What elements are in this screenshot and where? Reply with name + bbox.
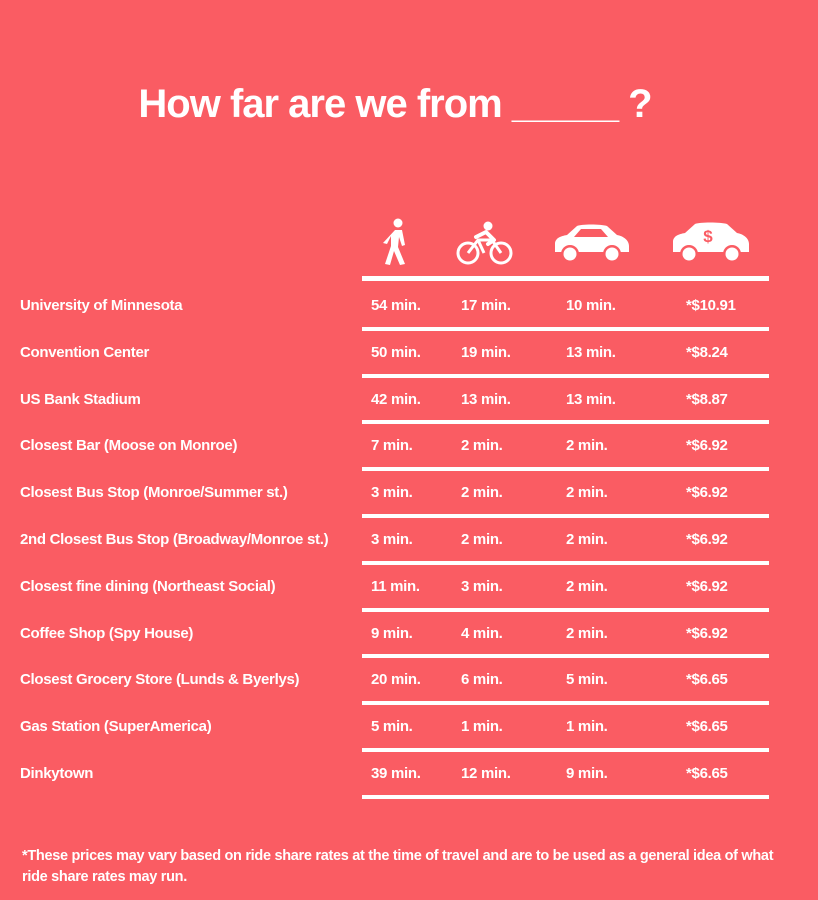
biking-time: 6 min. bbox=[461, 671, 503, 689]
row-divider bbox=[362, 373, 769, 378]
walking-time: 3 min. bbox=[371, 530, 413, 548]
destination-name: Closest Bar (Moose on Monroe) bbox=[20, 437, 238, 455]
destination-name: Closest Grocery Store (Lunds & Byerlys) bbox=[20, 671, 300, 689]
bicycle-icon bbox=[456, 220, 514, 266]
rideshare-price: *$10.91 bbox=[686, 297, 736, 314]
table-row: Closest Bus Stop (Monroe/Summer st.) 3 mi… bbox=[0, 471, 818, 518]
table-row: Convention Center 50 min. 19 min. 13 min. *$… bbox=[0, 331, 818, 378]
destination-name: US Bank Stadium bbox=[20, 390, 141, 408]
footnote: *These prices may vary based on ride sha… bbox=[22, 848, 774, 885]
row-divider bbox=[362, 654, 769, 659]
driving-time: 2 min. bbox=[566, 624, 608, 642]
walking-person-icon bbox=[378, 218, 414, 266]
destination-name: Dinkytown bbox=[20, 764, 94, 782]
table-row: US Bank Stadium 42 min. 13 min. 13 min. *$8.… bbox=[0, 378, 818, 425]
rideshare-price: *$6.65 bbox=[686, 718, 728, 736]
driving-time: 2 min. bbox=[566, 577, 608, 595]
car-icon bbox=[551, 224, 631, 264]
biking-time: 19 min. bbox=[461, 343, 511, 361]
rideshare-car-dollar-icon: $ bbox=[669, 222, 751, 264]
biking-time: 2 min. bbox=[461, 484, 503, 502]
row-divider bbox=[362, 513, 769, 518]
destination-name: Coffee Shop (Spy House) bbox=[20, 624, 194, 642]
destination-name: University of Minnesota bbox=[20, 297, 183, 314]
rideshare-price: *$8.24 bbox=[686, 343, 728, 361]
walking-time: 3 min. bbox=[371, 484, 413, 502]
biking-time: 4 min. bbox=[461, 624, 503, 642]
destination-name: Gas Station (SuperAmerica) bbox=[20, 718, 212, 736]
driving-time: 1 min. bbox=[566, 718, 608, 736]
walking-time: 50 min. bbox=[371, 343, 421, 361]
destination-name: Closest fine dining (Northeast Social) bbox=[20, 577, 276, 595]
rideshare-price: *$6.65 bbox=[686, 671, 728, 689]
driving-time: 13 min. bbox=[566, 343, 616, 361]
walking-time: 39 min. bbox=[371, 764, 421, 782]
driving-time: 2 min. bbox=[566, 530, 608, 548]
biking-time: 12 min. bbox=[461, 764, 511, 782]
row-divider bbox=[362, 607, 769, 612]
table-header-divider bbox=[362, 276, 769, 281]
walking-time: 9 min. bbox=[371, 624, 413, 642]
biking-time: 2 min. bbox=[461, 437, 503, 455]
table-row: University of Minnesota 54 min. 17 min. 10 … bbox=[0, 284, 818, 331]
biking-time: 1 min. bbox=[461, 718, 503, 736]
driving-time: 5 min. bbox=[566, 671, 608, 689]
rideshare-price: *$8.87 bbox=[686, 390, 728, 408]
table-row: Coffee Shop (Spy House) 9 min. 4 min. 2 min… bbox=[0, 612, 818, 659]
walking-time: 54 min. bbox=[371, 297, 421, 314]
table-row: Closest fine dining (Northeast Social) 11… bbox=[0, 565, 818, 612]
walking-time: 11 min. bbox=[371, 577, 420, 595]
walking-time: 20 min. bbox=[371, 671, 421, 689]
driving-time: 2 min. bbox=[566, 437, 608, 455]
driving-time: 9 min. bbox=[566, 764, 608, 782]
row-divider bbox=[362, 747, 769, 752]
row-divider bbox=[362, 560, 769, 565]
rideshare-price: *$6.92 bbox=[686, 624, 728, 642]
table-row: Closest Grocery Store (Lunds & Byerlys) 2… bbox=[0, 658, 818, 706]
destination-name: Convention Center bbox=[20, 343, 150, 361]
table-row: Closest Bar (Moose on Monroe) 7 min. 2 min… bbox=[0, 424, 818, 472]
rideshare-price: *$6.65 bbox=[686, 764, 728, 782]
row-divider bbox=[362, 794, 769, 799]
walking-time: 5 min. bbox=[371, 718, 413, 736]
driving-time: 13 min. bbox=[566, 390, 616, 408]
dollar-sign: $ bbox=[703, 227, 713, 246]
driving-time: 10 min. bbox=[566, 297, 616, 314]
rideshare-price: *$6.92 bbox=[686, 484, 728, 502]
travel-times-table: University of Minnesota 54 min. 17 min. 10 … bbox=[0, 284, 818, 799]
driving-time: 2 min. bbox=[566, 484, 608, 502]
row-divider bbox=[362, 326, 769, 331]
biking-time: 3 min. bbox=[461, 577, 503, 595]
row-divider bbox=[362, 701, 769, 706]
biking-time: 17 min. bbox=[461, 297, 511, 314]
destination-name: Closest Bus Stop (Monroe/Summer st.) bbox=[20, 484, 288, 502]
walking-time: 42 min. bbox=[371, 390, 421, 408]
walking-time: 7 min. bbox=[371, 437, 413, 455]
rideshare-price: *$6.92 bbox=[686, 437, 728, 455]
row-divider bbox=[362, 467, 769, 472]
rideshare-price: *$6.92 bbox=[686, 577, 728, 595]
table-row: 2nd Closest Bus Stop (Broadway/Monroe st… bbox=[0, 518, 818, 565]
biking-time: 13 min. bbox=[461, 390, 511, 408]
table-row: Gas Station (SuperAmerica) 5 min. 1 min. 1 … bbox=[0, 705, 818, 752]
table-row: Dinkytown 39 min. 12 min. 9 min. *$6.65 bbox=[0, 752, 818, 799]
biking-time: 2 min. bbox=[461, 530, 503, 548]
rideshare-price: *$6.92 bbox=[686, 530, 728, 548]
page-title: How far are we from _____ ? bbox=[138, 82, 652, 126]
destination-name: 2nd Closest Bus Stop (Broadway/Monroe st… bbox=[20, 530, 329, 548]
row-divider bbox=[362, 420, 769, 425]
column-icons: $ bbox=[0, 212, 818, 272]
